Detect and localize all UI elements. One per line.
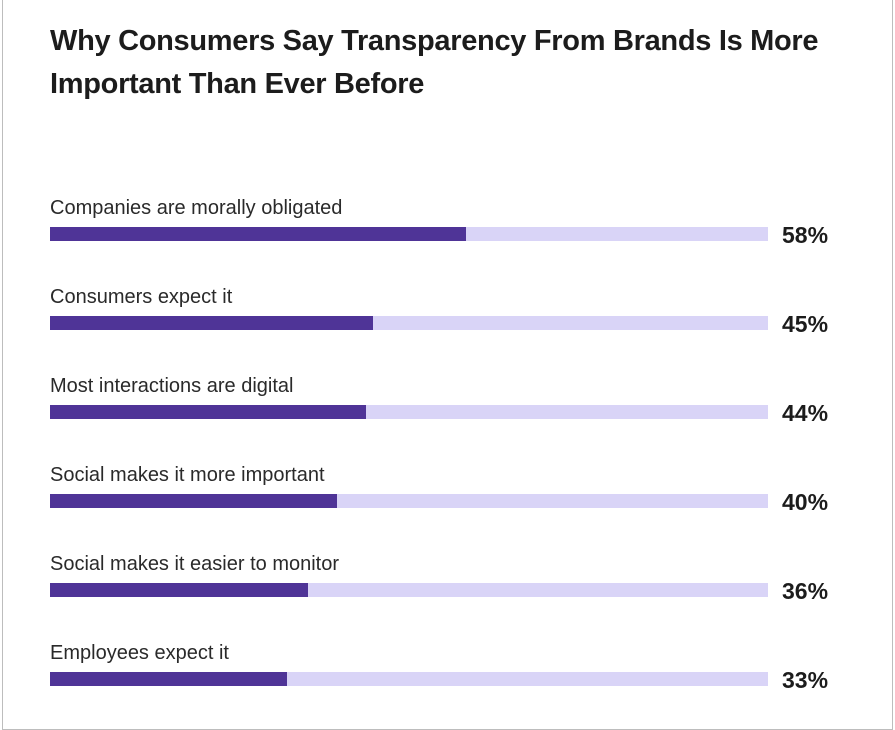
category-label: Most interactions are digital — [50, 375, 294, 397]
category-label: Employees expect it — [50, 642, 229, 664]
category-label: Consumers expect it — [50, 286, 233, 308]
bar-track — [50, 227, 768, 241]
category-label: Companies are morally obligated — [50, 197, 343, 219]
category-label: Social makes it more important — [50, 464, 325, 486]
bar-track — [50, 494, 768, 508]
bar-row: Companies are morally obligated 58% — [50, 197, 850, 257]
bar — [50, 583, 309, 597]
category-label: Social makes it easier to monitor — [50, 553, 340, 575]
bar-track — [50, 672, 768, 686]
bar — [50, 494, 338, 508]
bar — [50, 227, 467, 241]
value-label: 58% — [782, 222, 829, 248]
bar-track — [50, 583, 768, 597]
bar-track — [50, 405, 768, 419]
chart-title: Why Consumers Say Transparency From Bran… — [50, 25, 819, 100]
value-label: 33% — [782, 667, 829, 693]
bar-row: Most interactions are digital 44% — [50, 375, 850, 435]
value-label: 36% — [782, 578, 829, 604]
bar-row: Employees expect it 33% — [50, 642, 850, 702]
bar-row: Consumers expect it 45% — [50, 286, 850, 346]
bar — [50, 672, 287, 686]
value-label: 44% — [782, 400, 829, 426]
bar-row: Social makes it easier to monitor 36% — [50, 553, 850, 613]
bar-row: Social makes it more important 40% — [50, 464, 850, 524]
value-label: 40% — [782, 489, 829, 515]
bar — [50, 316, 374, 330]
bar — [50, 405, 366, 419]
bar-track — [50, 316, 768, 330]
value-label: 45% — [782, 311, 829, 337]
